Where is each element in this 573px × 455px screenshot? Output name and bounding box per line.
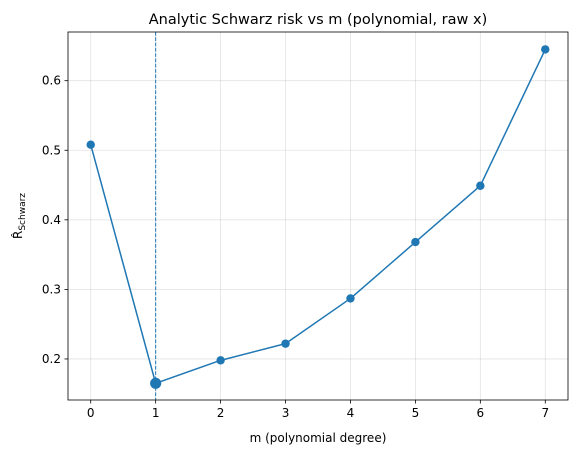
x-tick-label: 5: [412, 406, 420, 420]
data-point: [476, 181, 485, 190]
y-tick-label: 0.4: [42, 213, 61, 227]
data-point: [541, 45, 550, 54]
best-point-marker: [150, 377, 162, 389]
y-axis-label: R̂Schwarz: [11, 193, 28, 239]
series-layer: [86, 45, 550, 389]
plot-frame: [67, 31, 569, 401]
x-tick-label: 3: [282, 406, 290, 420]
data-point: [216, 356, 225, 365]
y-tick-label: 0.5: [42, 143, 61, 157]
x-axis-label: m (polynomial degree): [250, 431, 387, 445]
data-point: [86, 140, 95, 149]
x-axis: 0 1 2 3 4 5 6 7: [87, 400, 549, 420]
grid: [68, 32, 568, 400]
y-tick-label: 0.6: [42, 74, 61, 88]
data-point: [346, 294, 355, 303]
chart-title: Analytic Schwarz risk vs m (polynomial, …: [149, 12, 487, 28]
x-tick-label: 7: [541, 406, 549, 420]
y-axis: 0.2 0.3 0.4 0.5 0.6: [42, 74, 68, 366]
x-tick-label: 1: [152, 406, 160, 420]
y-axis-label-main: R̂: [11, 231, 25, 239]
x-tick-label: 0: [87, 406, 95, 420]
x-tick-label: 2: [217, 406, 225, 420]
data-point: [281, 339, 290, 348]
x-tick-label: 4: [347, 406, 355, 420]
data-point: [411, 237, 420, 247]
y-tick-label: 0.3: [42, 282, 61, 296]
series-line: [90, 49, 546, 385]
x-tick-label: 6: [477, 406, 485, 420]
y-axis-label-sub: Schwarz: [18, 193, 28, 231]
y-tick-label: 0.2: [42, 352, 61, 366]
